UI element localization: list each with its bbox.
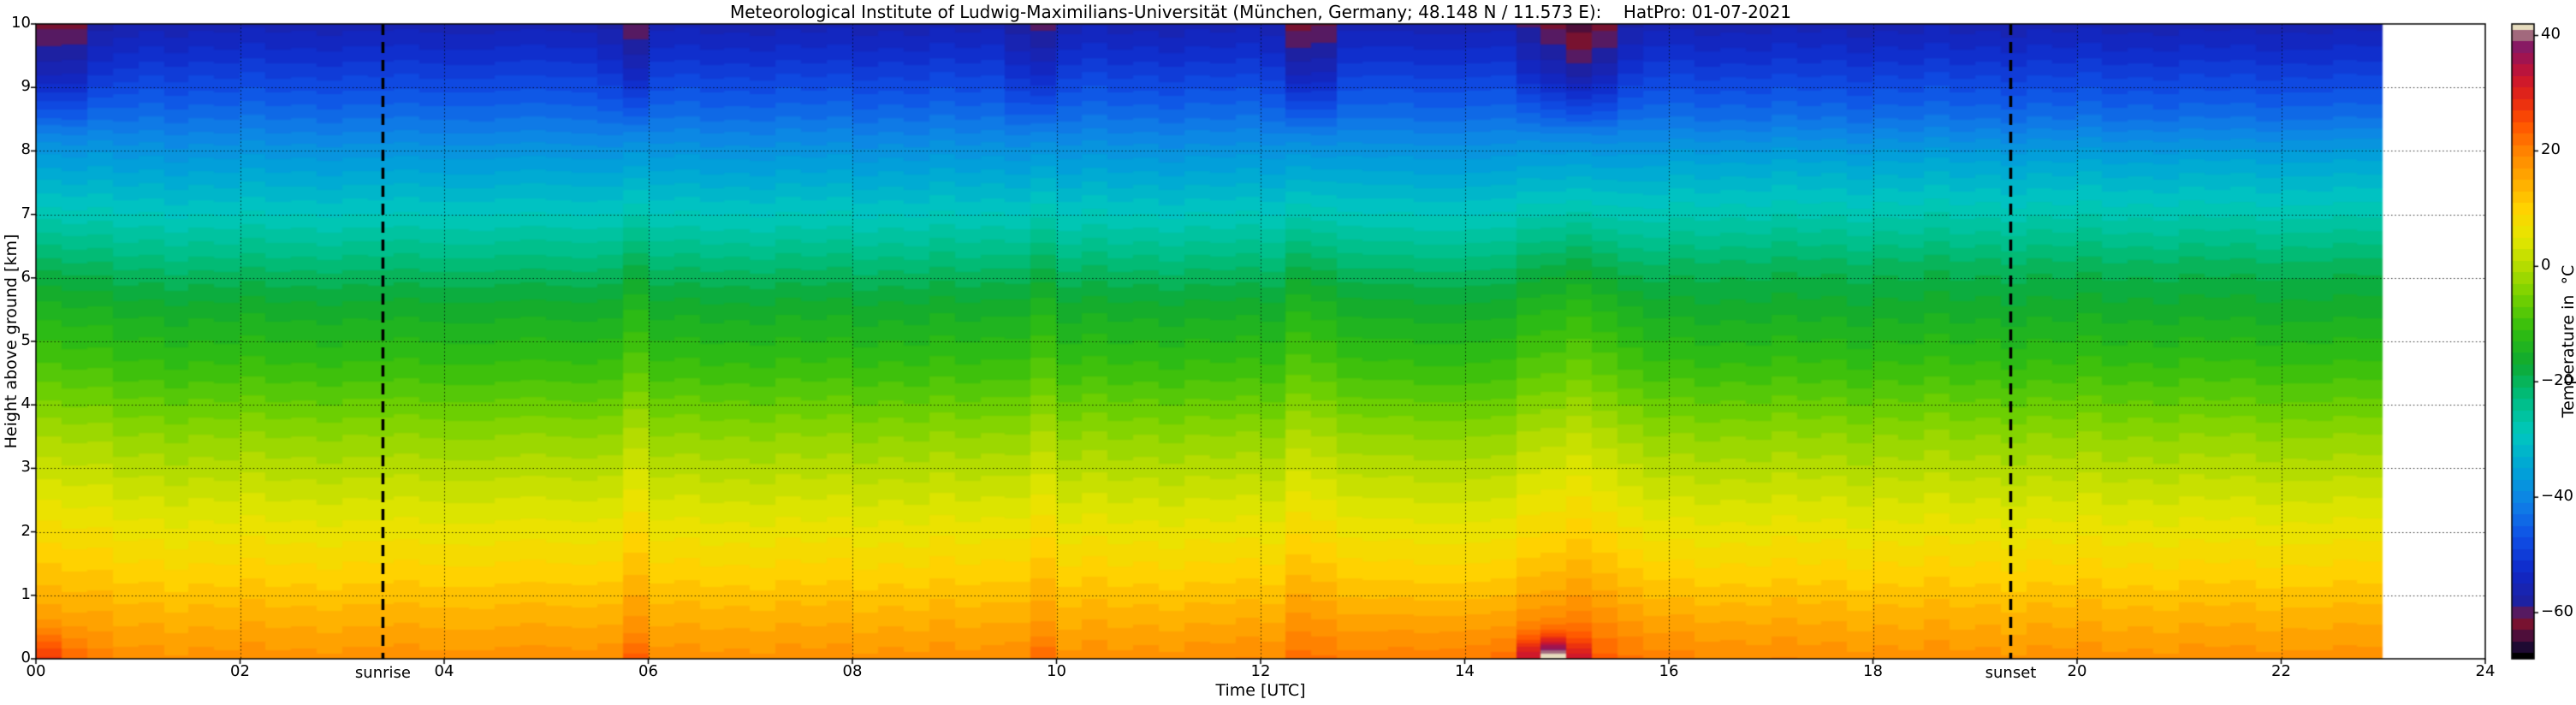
- y-tick-label: 3: [21, 458, 31, 477]
- colorbar-label: Temperature in °C: [2559, 264, 2576, 418]
- x-tick-label: 02: [230, 662, 250, 680]
- x-tick-label: 04: [434, 662, 454, 680]
- y-tick-label: 2: [21, 521, 31, 540]
- x-tick-label: 12: [1250, 662, 1271, 680]
- colorbar-tick-label: −60: [2541, 602, 2573, 621]
- y-tick-label: 7: [21, 204, 31, 222]
- colorbar-tick-label: 20: [2541, 140, 2561, 159]
- y-tick-label: 8: [21, 140, 31, 159]
- chart-title: Meteorological Institute of Ludwig-Maxim…: [729, 2, 1792, 22]
- y-tick-label: 0: [21, 649, 31, 666]
- sunrise-label: sunrise: [354, 664, 411, 682]
- x-tick-label: 10: [1047, 662, 1066, 680]
- y-tick-label: 4: [21, 394, 31, 413]
- colorbar-tick-label: −40: [2541, 487, 2573, 506]
- y-tick-label: 6: [21, 267, 31, 286]
- x-tick-label: 14: [1455, 662, 1475, 680]
- x-tick-label: 22: [2271, 662, 2291, 680]
- colorbar-tick-label: 40: [2541, 25, 2561, 44]
- colorbar-tick-label: −20: [2541, 371, 2573, 390]
- y-tick-label: 10: [11, 14, 31, 32]
- x-tick-label: 20: [2067, 662, 2087, 680]
- x-tick-label: 06: [638, 662, 658, 680]
- x-tick-label: 18: [1863, 662, 1883, 680]
- y-tick-label: 1: [21, 584, 31, 603]
- x-tick-label: 08: [842, 662, 863, 680]
- x-tick-label: 16: [1659, 662, 1679, 680]
- colorbar-tick-label: 0: [2541, 256, 2551, 275]
- y-tick-label: 5: [21, 331, 31, 349]
- sunset-label: sunset: [1985, 664, 2037, 682]
- x-tick-label: 24: [2475, 662, 2496, 680]
- x-tick-label: 00: [26, 662, 46, 680]
- x-axis-label: Time [UTC]: [1215, 681, 1306, 700]
- y-tick-label: 9: [21, 77, 31, 96]
